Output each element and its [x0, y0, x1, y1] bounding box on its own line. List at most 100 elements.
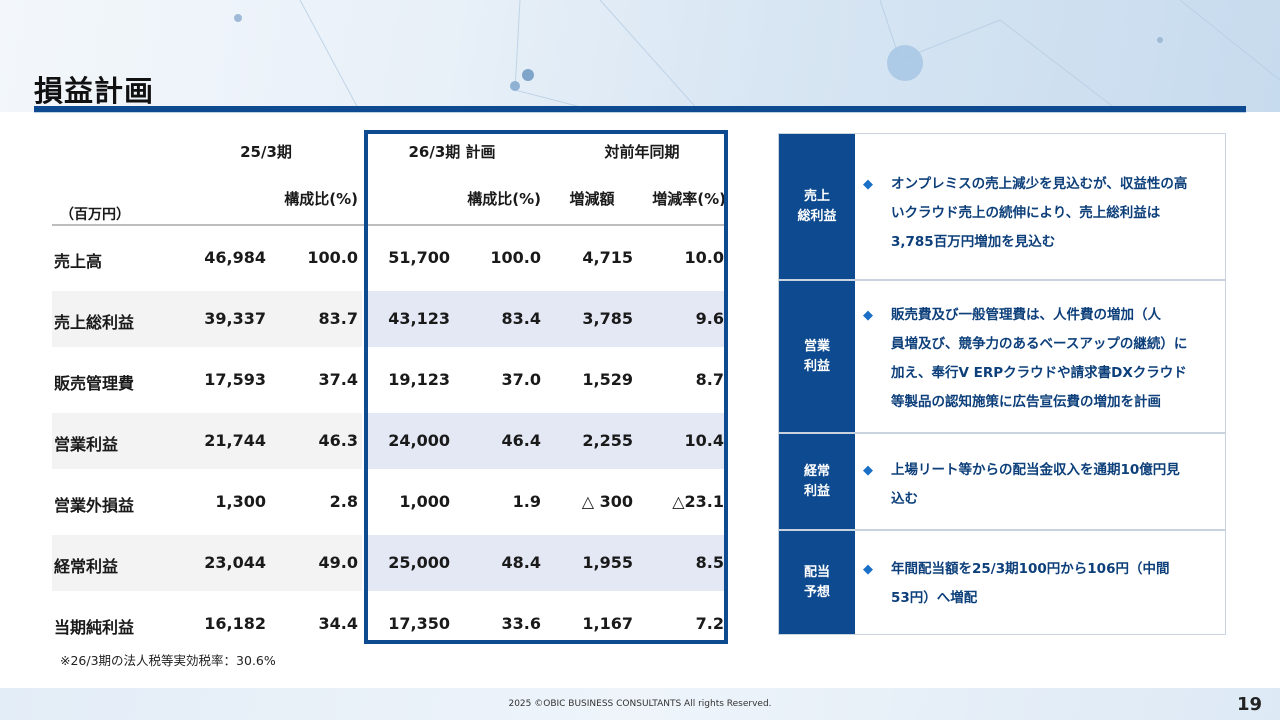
- row-label: 営業外損益: [54, 496, 135, 515]
- commentary-line: 員増及び、競争力のあるベースアップの継続）に: [891, 336, 1188, 352]
- commentary-label-line: 営業: [803, 338, 830, 354]
- row-label: 経常利益: [54, 557, 119, 576]
- commentary-text: ◆ オンプレミスの売上減少を見込むが、収益性の高 いクラウド売上の続伸により、売上総…: [863, 170, 1217, 257]
- copyright: 2025 ©OBIC BUSINESS CONSULTANTS All righ…: [508, 699, 772, 709]
- change-rate-header: 増減率(%): [652, 190, 726, 208]
- pl-plan-table: 25/3期 26/3期 計画 対前年同期 （百万円） 構成比(%) 構成比(%)…: [52, 128, 732, 648]
- table-row: 営業利益 21,744 46.3 24,000 46.4 2,255 10.4: [52, 411, 728, 469]
- prev-ratio: 83.7: [318, 309, 358, 328]
- commentary-line: 加え、奉行V ERPクラウドや請求書DXクラウド: [891, 365, 1187, 381]
- plan-amount: 17,350: [388, 614, 450, 633]
- commentary-line: 込む: [891, 491, 918, 507]
- page-title: 損益計画: [34, 74, 155, 108]
- plan-ratio: 83.4: [501, 309, 541, 328]
- header-rule: [52, 224, 728, 226]
- row-band-plan: [366, 413, 728, 469]
- row-band-plan: [366, 291, 728, 347]
- commentary-row: 配当 予想 ◆ 年間配当額を25/3期100円から106円（中間 53円）へ増配: [778, 530, 1226, 635]
- row-band: [52, 291, 362, 347]
- prev-amount: 17,593: [204, 370, 266, 389]
- commentary-line: 販売費及び一般管理費は、人件費の増加（人: [891, 307, 1161, 323]
- plan-ratio: 1.9: [512, 492, 541, 511]
- plan-ratio: 37.0: [501, 370, 541, 389]
- prev-ratio: 37.4: [318, 370, 358, 389]
- prev-amount: 39,337: [204, 309, 266, 328]
- title-underline: [34, 106, 1246, 112]
- prev-ratio: 49.0: [318, 553, 358, 572]
- period-plan-header: 26/3期 計画: [408, 143, 496, 161]
- change-amount: 1,529: [582, 370, 633, 389]
- commentary-label: 配当 予想: [779, 531, 855, 634]
- commentary-label: 売上 総利益: [779, 134, 855, 279]
- change-header: 増減額: [569, 190, 615, 208]
- commentary-label-text: 営業 利益: [804, 337, 830, 377]
- commentary-label-line: 総利益: [797, 208, 837, 224]
- prev-amount: 23,044: [204, 553, 266, 572]
- change-rate: △23.1: [672, 492, 724, 511]
- commentary-row: 経常利益 ◆ 上場リート等からの配当金収入を通期10億円見 込む: [778, 433, 1226, 530]
- commentary-text: ◆ 販売費及び一般管理費は、人件費の増加（人 員増及び、競争力のあるベースアップの継…: [863, 301, 1217, 417]
- change-amount: 1,955: [582, 553, 633, 572]
- plan-amount: 19,123: [388, 370, 450, 389]
- plan-amount: 1,000: [399, 492, 450, 511]
- row-label: 販売管理費: [54, 374, 135, 393]
- row-band: [52, 413, 362, 469]
- change-rate: 8.5: [695, 553, 724, 572]
- prev-ratio: 2.8: [329, 492, 358, 511]
- commentary-line: オンプレミスの売上減少を見込むが、収益性の高: [891, 176, 1188, 192]
- commentary-line: 等製品の認知施策に広告宣伝費の増加を計画: [891, 394, 1161, 410]
- plan-amount: 51,700: [388, 248, 450, 267]
- ratio-prev-header: 構成比(%): [284, 190, 358, 208]
- diamond-bullet-icon: ◆: [863, 562, 873, 577]
- plan-highlight-frame: [364, 130, 728, 644]
- plan-ratio: 33.6: [501, 614, 541, 633]
- plan-ratio: 46.4: [501, 431, 541, 450]
- ratio-plan-header: 構成比(%): [467, 190, 541, 208]
- row-band-plan: [366, 535, 728, 591]
- table-row: 営業外損益 1,300 2.8 1,000 1.9 △ 300 △23.1: [52, 472, 728, 530]
- change-rate: 7.2: [695, 614, 724, 633]
- prev-ratio: 46.3: [318, 431, 358, 450]
- commentary-label-line: 経常: [803, 463, 830, 479]
- change-rate: 9.6: [695, 309, 724, 328]
- prev-amount: 1,300: [215, 492, 266, 511]
- prev-ratio: 100.0: [307, 248, 358, 267]
- plan-ratio: 100.0: [490, 248, 541, 267]
- row-label: 当期純利益: [54, 618, 135, 637]
- table-row: 売上高 46,984 100.0 51,700 100.0 4,715 10.0: [52, 228, 728, 286]
- commentary-label-text: 売上 総利益: [797, 187, 836, 227]
- table-row: 売上総利益 39,337 83.7 43,123 83.4 3,785 9.6: [52, 289, 728, 347]
- plan-amount: 43,123: [388, 309, 450, 328]
- commentary-label-line: 利益: [803, 358, 830, 374]
- period-prev-header: 25/3期: [240, 143, 292, 161]
- commentary-label-text: 配当 予想: [804, 563, 830, 603]
- yoy-header: 対前年同期: [604, 143, 680, 161]
- tax-rate-note: ※26/3期の法人税等実効税率：30.6%: [60, 653, 276, 668]
- row-label: 売上高: [54, 252, 103, 271]
- plan-amount: 25,000: [388, 553, 450, 572]
- diamond-bullet-icon: ◆: [863, 177, 873, 192]
- row-label: 営業利益: [54, 435, 119, 454]
- page-number: 19: [1236, 694, 1262, 715]
- commentary-label-line: 配当: [803, 564, 830, 580]
- footer-background: [0, 688, 1280, 720]
- change-rate: 10.0: [684, 248, 724, 267]
- commentary-line: いクラウド売上の続伸により、売上総利益は: [891, 205, 1161, 221]
- commentary-line: 上場リート等からの配当金収入を通期10億円見: [891, 462, 1180, 478]
- prev-amount: 46,984: [204, 248, 266, 267]
- commentary-line: 53円）へ増配: [891, 590, 978, 606]
- table-row: 販売管理費 17,593 37.4 19,123 37.0 1,529 8.7: [52, 350, 728, 408]
- change-rate: 10.4: [684, 431, 724, 450]
- commentary-line: 年間配当額を25/3期100円から106円（中間: [891, 561, 1170, 577]
- change-amount: 2,255: [582, 431, 633, 450]
- diamond-bullet-icon: ◆: [863, 463, 873, 478]
- commentary-label: 経常 利益: [779, 434, 855, 529]
- commentary-label-text: 経常 利益: [804, 462, 830, 502]
- row-label: 売上総利益: [54, 313, 135, 332]
- header-decoration: [234, 0, 1280, 112]
- header-background: [0, 0, 1280, 112]
- change-amount: 1,167: [582, 614, 633, 633]
- change-amount: △ 300: [581, 492, 633, 511]
- row-band: [52, 535, 362, 591]
- commentary-label-line: 利益: [803, 483, 830, 499]
